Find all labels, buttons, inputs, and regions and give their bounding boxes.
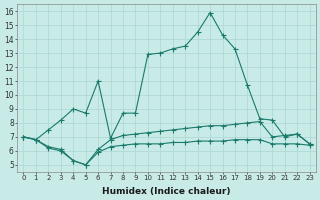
X-axis label: Humidex (Indice chaleur): Humidex (Indice chaleur) [102, 187, 231, 196]
